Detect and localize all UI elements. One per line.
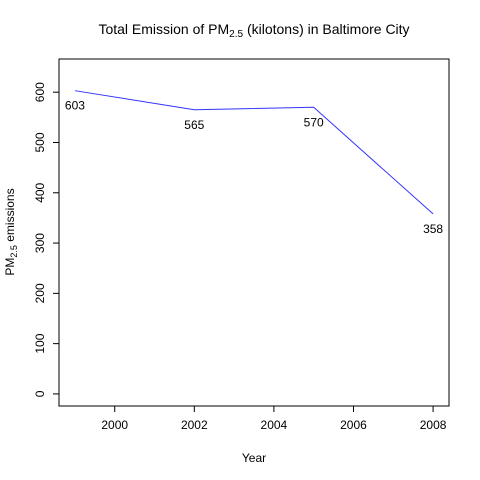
- chart-title-subscript: 2.5: [229, 29, 243, 40]
- y-axis-label-suffix: emissions: [3, 188, 17, 245]
- y-tick-label: 0: [33, 390, 47, 397]
- chart-title-suffix: (kilotons) in Baltimore City: [243, 21, 410, 37]
- x-tick-label: 2006: [340, 418, 367, 432]
- y-tick-label: 600: [33, 82, 47, 102]
- data-label: 603: [65, 99, 85, 113]
- x-tick-label: 2008: [420, 418, 447, 432]
- x-axis: 2000 2002 2004 2006 2008: [101, 406, 447, 432]
- chart-title-prefix: Total Emission of PM: [98, 21, 229, 37]
- x-tick-label: 2002: [181, 418, 208, 432]
- series-line: [74, 90, 434, 215]
- data-label: 570: [304, 115, 324, 129]
- chart-title: Total Emission of PM2.5 (kilotons) in Ba…: [98, 21, 409, 40]
- y-tick-label: 300: [33, 233, 47, 253]
- x-tick-label: 2004: [261, 418, 288, 432]
- x-tick-label: 2000: [101, 418, 128, 432]
- y-axis: 0 100 200 300 400 500 600: [33, 82, 59, 397]
- y-axis-label: PM2.5 emissions: [3, 188, 19, 275]
- y-tick-label: 500: [33, 132, 47, 152]
- y-axis-label-subscript: 2.5: [9, 245, 19, 258]
- data-label: 565: [184, 118, 204, 132]
- y-tick-label: 400: [33, 182, 47, 202]
- data-label: 358: [423, 222, 443, 236]
- y-tick-label: 200: [33, 283, 47, 303]
- y-axis-label-prefix: PM: [3, 258, 17, 276]
- y-tick-label: 100: [33, 333, 47, 353]
- x-axis-label: Year: [242, 451, 266, 465]
- plot-frame: [58, 58, 450, 407]
- series-layer: 603 565 570 358: [65, 90, 443, 236]
